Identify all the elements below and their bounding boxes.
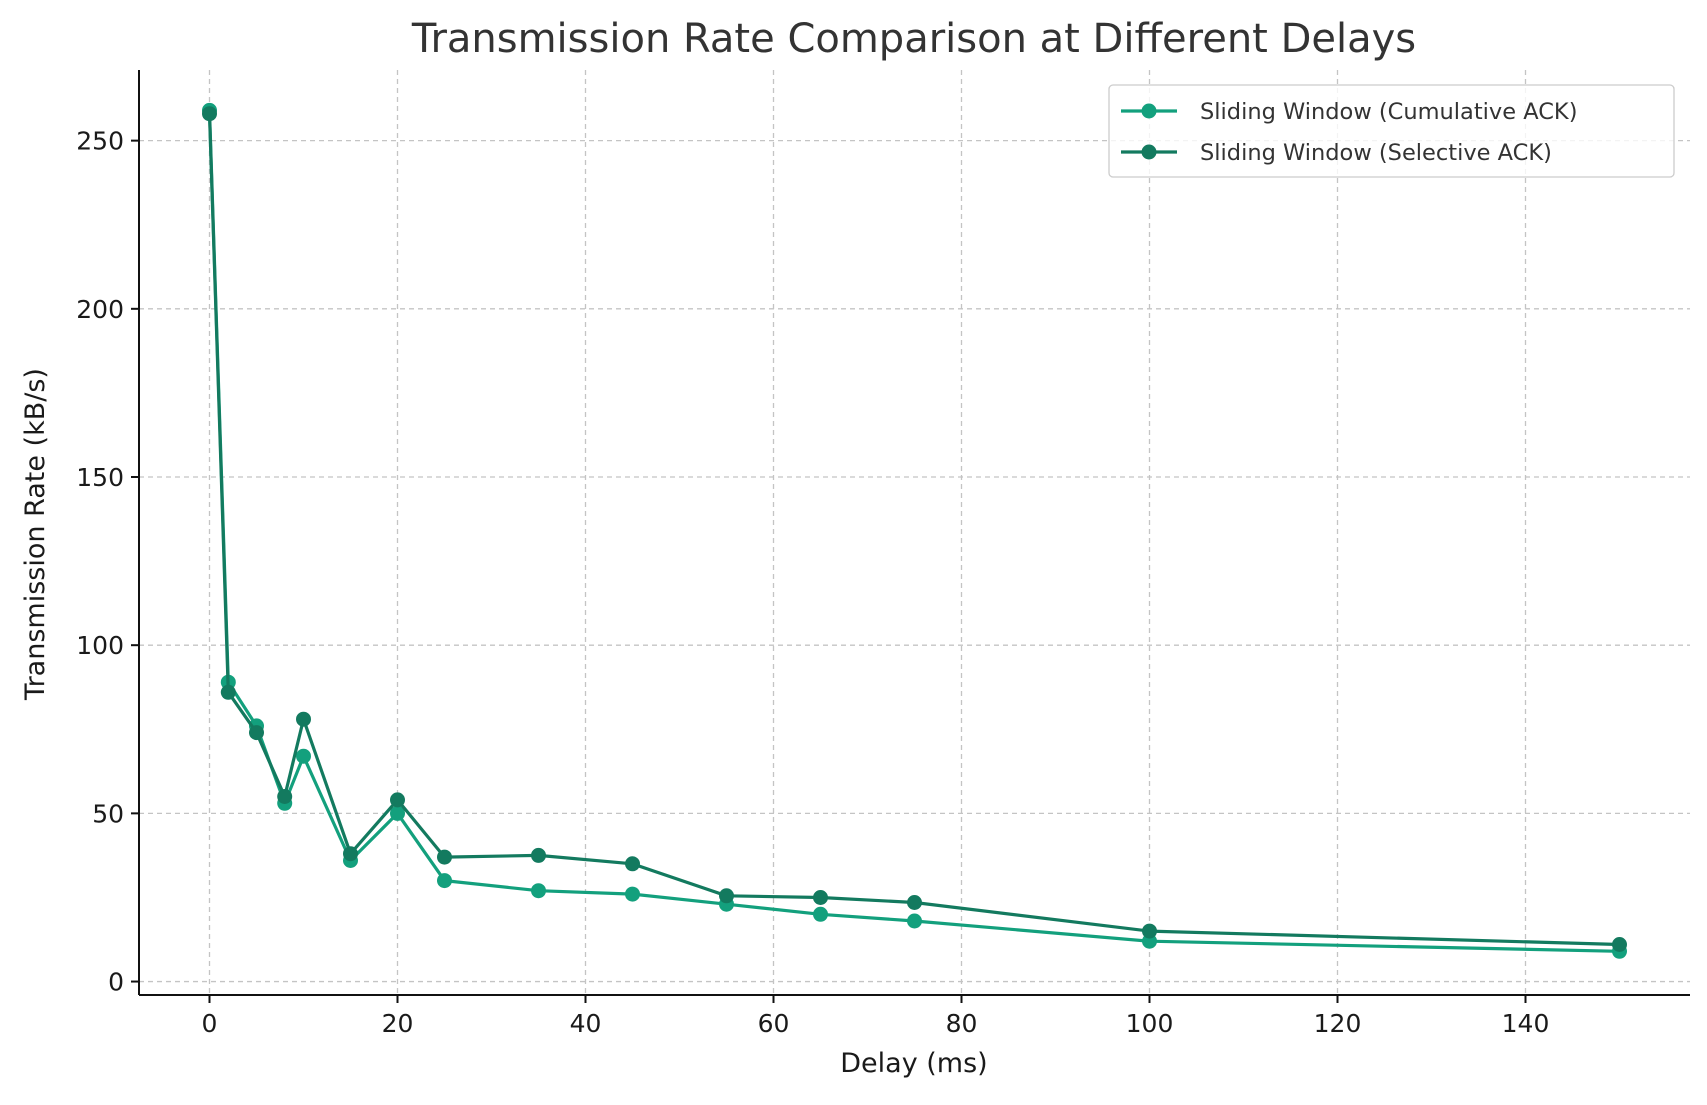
data-point xyxy=(625,886,640,902)
x-tick-label: 60 xyxy=(758,1009,790,1038)
ticks: 0 20 40 60 80 100 120 140 0 50 100 150 200 250 xyxy=(76,127,1549,1038)
series-line xyxy=(207,110,1620,953)
data-point xyxy=(296,748,311,764)
legend-marker xyxy=(1141,103,1157,119)
data-point xyxy=(531,883,546,899)
x-tick-label: 80 xyxy=(946,1009,978,1038)
axes xyxy=(138,70,1690,996)
data-point xyxy=(437,849,452,865)
chart-title: Transmission Rate Comparison at Differen… xyxy=(411,16,1416,62)
data-point xyxy=(907,895,922,910)
data-point xyxy=(813,890,828,905)
x-tick-label: 40 xyxy=(570,1009,602,1038)
data-point xyxy=(719,888,734,904)
series-line xyxy=(207,113,1620,947)
legend: Sliding Window (Cumulative ACK) Sliding W… xyxy=(1108,84,1675,178)
data-point xyxy=(625,856,640,872)
data-point xyxy=(1142,923,1157,939)
data-point xyxy=(531,847,546,863)
data-point xyxy=(220,684,236,700)
x-tick-label: 0 xyxy=(202,1009,218,1038)
grid xyxy=(139,70,1690,995)
x-axis-label: Delay (ms) xyxy=(840,1048,987,1079)
data-point xyxy=(813,906,828,922)
data-point xyxy=(1612,937,1627,952)
y-tick-label: 100 xyxy=(76,631,124,660)
series-group xyxy=(202,102,1627,959)
data-point xyxy=(907,913,922,929)
y-tick-label: 200 xyxy=(76,295,124,324)
x-tick-label: 140 xyxy=(1502,1009,1550,1038)
legend-frame xyxy=(1108,84,1675,178)
y-tick-label: 50 xyxy=(92,799,124,828)
data-point xyxy=(390,805,405,821)
series-group xyxy=(202,106,1627,952)
legend-marker xyxy=(1141,144,1157,160)
y-tick-label: 0 xyxy=(108,968,124,997)
data-point xyxy=(296,711,311,727)
data-point xyxy=(390,792,405,808)
legend-label: Sliding Window (Selective ACK) xyxy=(1200,140,1552,166)
y-axis-label: Transmission Rate (kB/s) xyxy=(20,368,51,701)
data-point xyxy=(277,789,293,804)
legend-label: Sliding Window (Cumulative ACK) xyxy=(1200,99,1577,125)
data-point xyxy=(202,106,217,122)
data-point xyxy=(249,725,264,741)
y-tick-label: 150 xyxy=(76,463,124,492)
series-lines xyxy=(202,102,1627,959)
x-tick-label: 100 xyxy=(1126,1009,1174,1038)
x-tick-label: 20 xyxy=(382,1009,414,1038)
x-tick-label: 120 xyxy=(1314,1009,1362,1038)
y-tick-label: 250 xyxy=(76,127,124,156)
data-point xyxy=(437,873,452,889)
data-point xyxy=(343,846,358,862)
